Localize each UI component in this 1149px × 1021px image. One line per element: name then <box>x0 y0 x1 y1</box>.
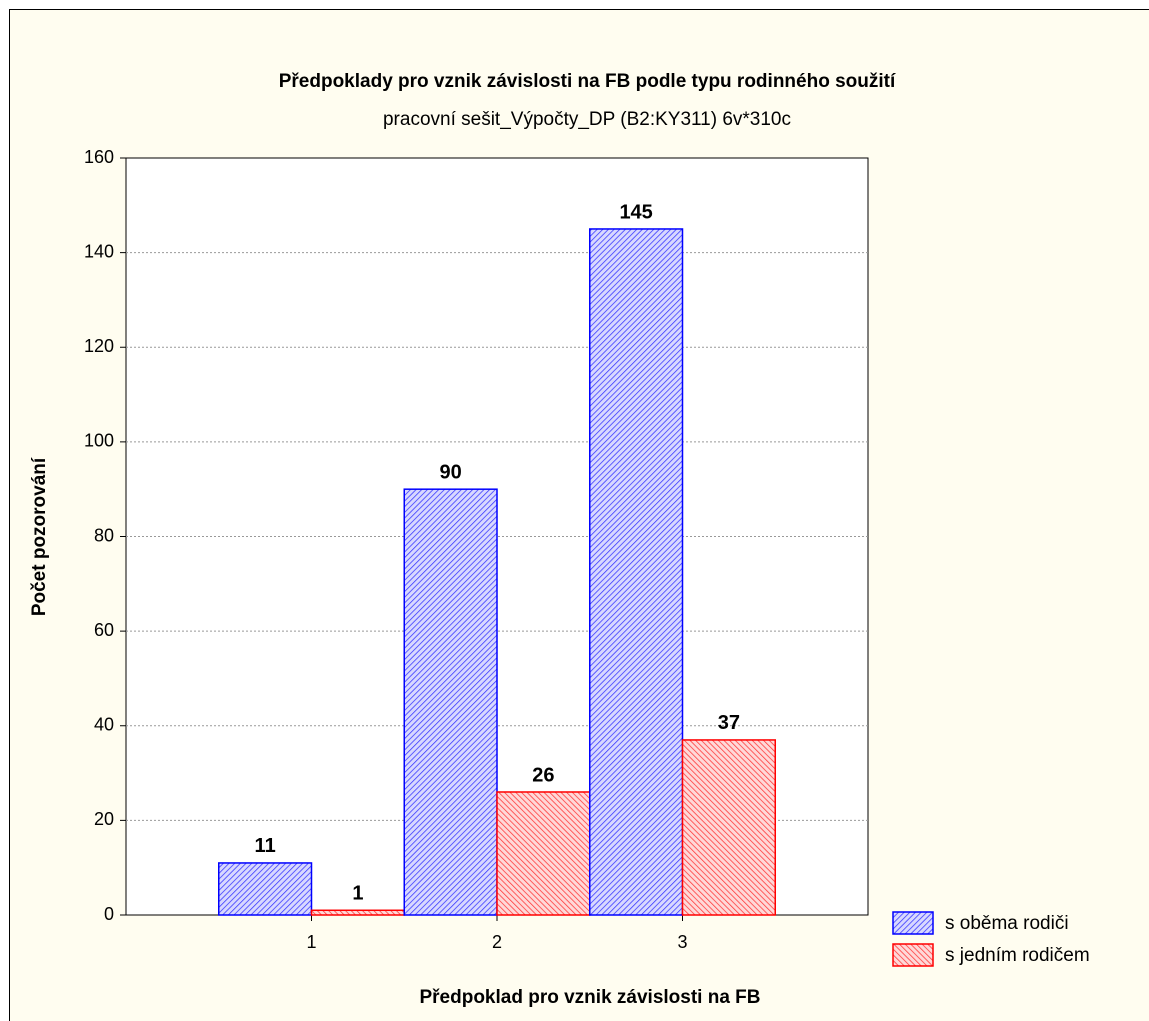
x-tick-label: 3 <box>677 932 687 952</box>
y-tick-label: 0 <box>104 904 114 924</box>
chart-title: Předpoklady pro vznik závislosti na FB p… <box>279 71 896 92</box>
legend-label: s jedním rodičem <box>945 945 1090 966</box>
value-label: 37 <box>718 712 740 734</box>
x-tick-label: 1 <box>306 932 316 952</box>
chart-subtitle: pracovní sešit_Výpočty_DP (B2:KY311) 6v*… <box>383 109 791 130</box>
y-tick-label: 20 <box>94 809 114 829</box>
y-tick-label: 60 <box>94 620 114 640</box>
bar <box>589 228 684 916</box>
y-tick-label: 100 <box>84 431 114 451</box>
y-tick-label: 120 <box>84 336 114 356</box>
legend-swatch <box>892 911 934 935</box>
bar <box>310 909 405 916</box>
y-tick-label: 40 <box>94 715 114 735</box>
legend-label: s oběma rodiči <box>945 913 1069 934</box>
bar <box>496 791 591 916</box>
x-tick-label: 2 <box>492 932 502 952</box>
x-axis-label: Předpoklad pro vznik závislosti na FB <box>419 987 760 1008</box>
bar <box>218 862 313 916</box>
value-label: 145 <box>619 201 652 223</box>
y-axis-label: Počet pozorování <box>29 457 50 616</box>
value-label: 1 <box>352 883 363 905</box>
bar <box>403 488 498 916</box>
y-tick-label: 140 <box>84 241 114 261</box>
value-label: 90 <box>440 461 462 483</box>
y-tick-label: 160 <box>84 147 114 167</box>
y-tick-label: 80 <box>94 525 114 545</box>
value-label: 26 <box>532 764 554 786</box>
bar <box>681 739 776 916</box>
legend-swatch <box>892 943 934 967</box>
value-label: 11 <box>255 835 276 857</box>
